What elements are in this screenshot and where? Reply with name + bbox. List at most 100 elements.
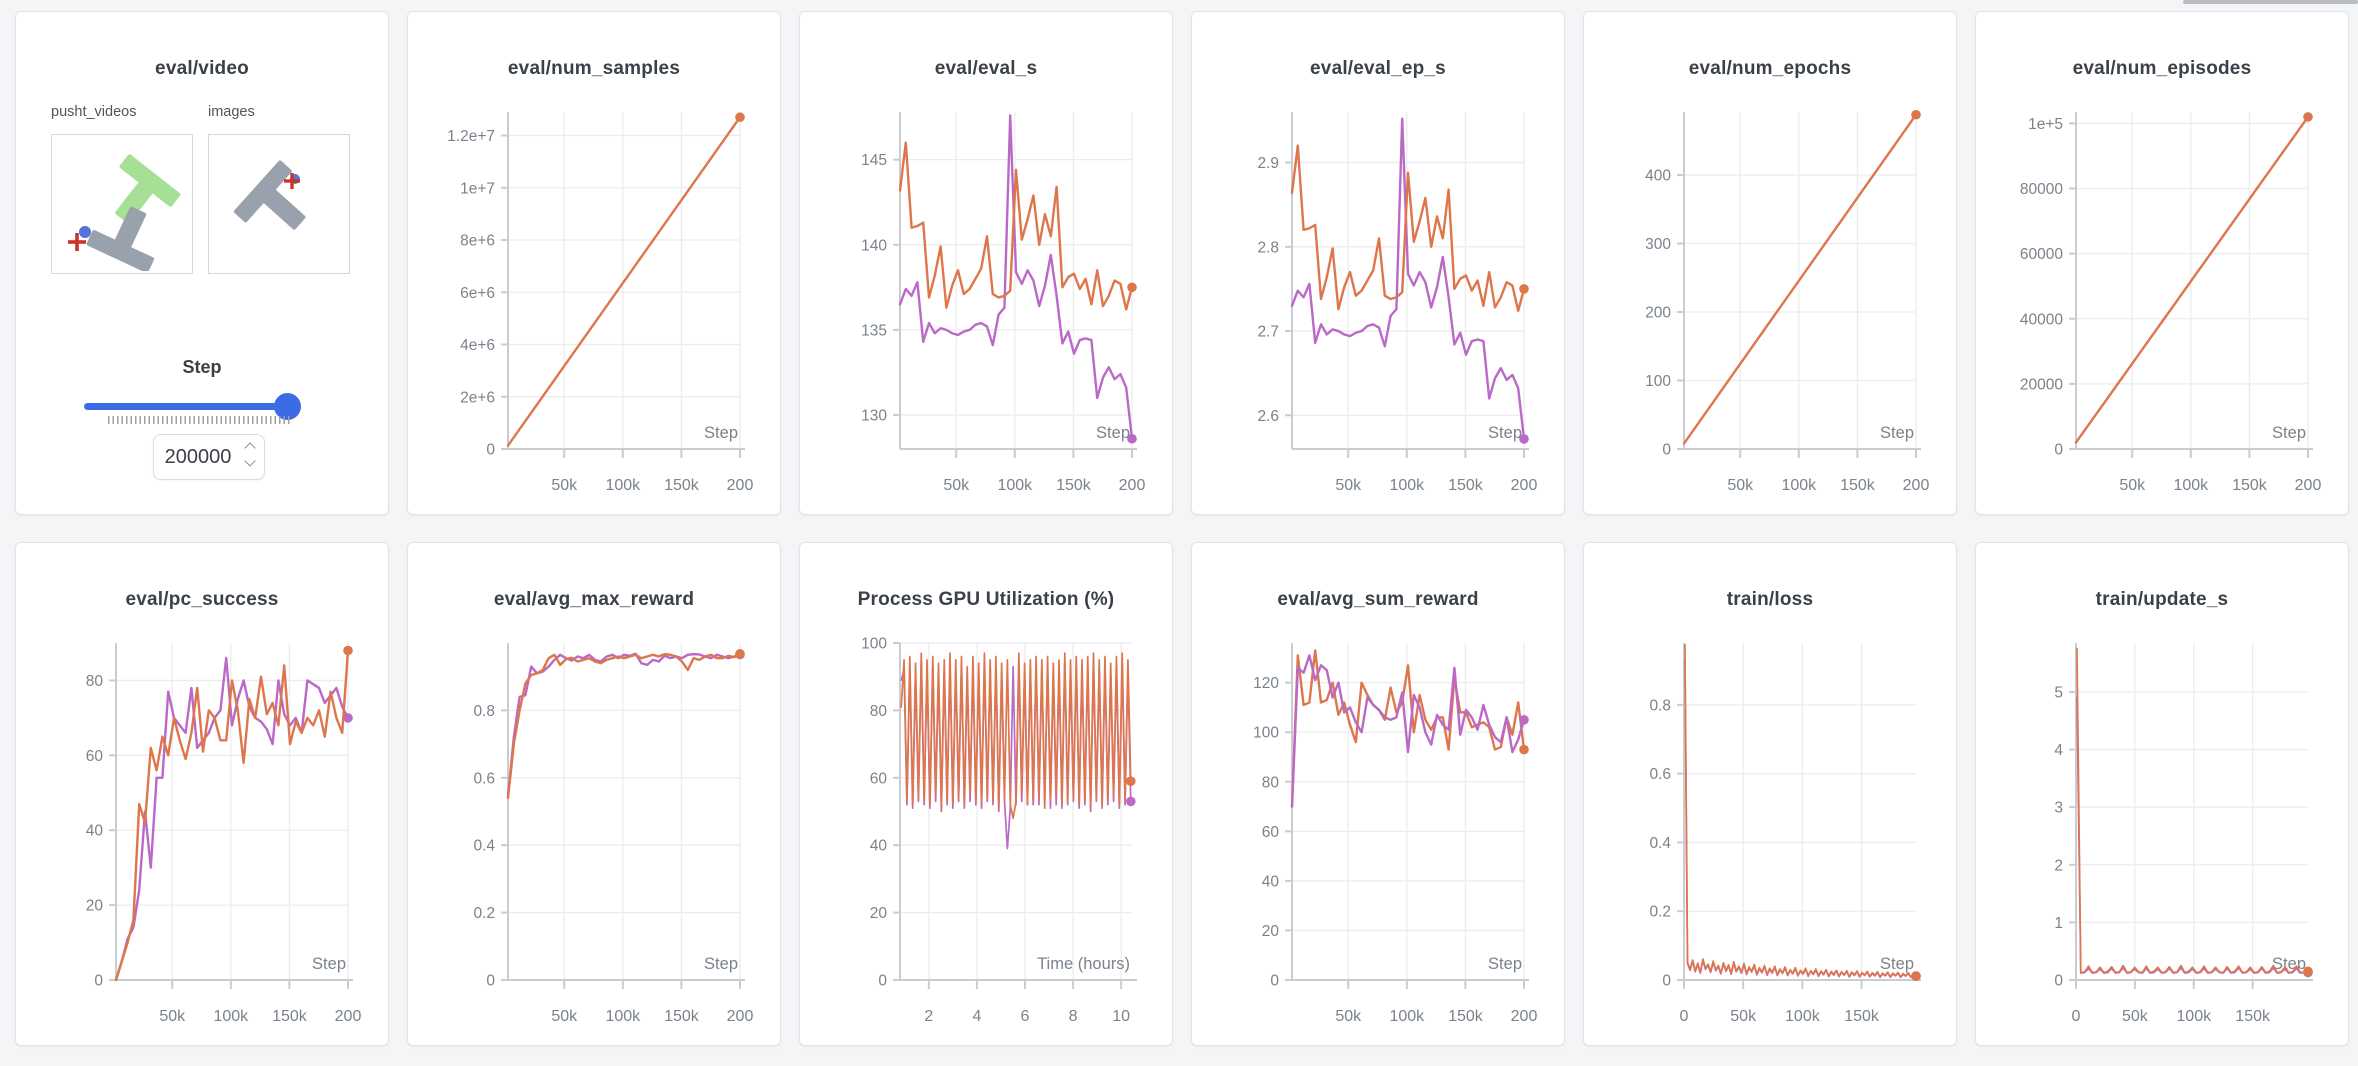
x-axis-label: Time (hours) <box>1037 955 1130 973</box>
panel-gpu-utilization: Process GPU Utilization (%) 0 20 40 60 80 100… <box>799 542 1173 1046</box>
y-tick-label: 40 <box>1262 873 1280 890</box>
chart-canvas[interactable]: 130 135 140 145 50k 100k 150k 200 Step <box>800 12 1174 516</box>
y-tick-label: 0.4 <box>473 838 495 855</box>
panel-eval-num-samples: eval/num_samples 0 2e+6 4e+6 6e+6 8e+6 1e+7 1.… <box>407 11 781 515</box>
x-axis-label: Step <box>1488 955 1522 973</box>
step-slider-label: Step <box>182 357 222 377</box>
series-end-dot-orange <box>1519 744 1529 755</box>
series-line-orange <box>506 116 742 447</box>
chart-canvas[interactable]: 0 0.2 0.4 0.6 0.8 0 50k 100k 150k Step <box>1584 543 1958 1047</box>
chart-title: eval/eval_s <box>934 58 1038 79</box>
panel-eval-avg-max-reward: eval/avg_max_reward 0 0.2 0.4 0.6 0.8 50k 100k… <box>407 542 781 1046</box>
chart-canvas[interactable]: 0 20 40 60 80 100 120 50k 100k 150k 200 Step <box>1192 543 1566 1047</box>
y-tick-label: 60 <box>1262 824 1280 841</box>
y-tick-label: 130 <box>861 407 887 424</box>
panel-title: eval/video <box>155 58 249 79</box>
y-tick-label: 200 <box>1645 305 1671 322</box>
increment-icon[interactable] <box>244 442 256 454</box>
y-tick-label: 0.2 <box>473 905 495 922</box>
x-tick-label: 100k <box>2176 1008 2212 1025</box>
chart-title: train/loss <box>1726 589 1814 610</box>
y-tick-label: 2.9 <box>1257 155 1279 172</box>
step-number-input[interactable]: 200000 <box>153 434 265 480</box>
y-tick-label: 2.8 <box>1257 239 1279 256</box>
y-tick-label: 400 <box>1645 168 1671 185</box>
panel-eval-video: eval/video pusht_videos images <box>15 11 389 515</box>
y-tick-label: 0 <box>2054 442 2063 459</box>
x-axis-label: Step <box>1880 955 1914 973</box>
x-axis-label: Step <box>2272 955 2306 973</box>
media-key-label: pusht_videos <box>51 104 137 120</box>
panel-eval-avg-sum-reward: eval/avg_sum_reward 0 20 40 60 80 100 120 50k 10… <box>1191 542 1565 1046</box>
x-tick-label: 4 <box>972 1008 981 1025</box>
video-thumbnail-pusht[interactable] <box>51 134 193 274</box>
x-tick-label: 6 <box>1021 1008 1030 1025</box>
panel-eval-eval-s: eval/eval_s 130 135 140 145 50k 100k 150k 200 St… <box>799 11 1173 515</box>
y-tick-label: 3 <box>2054 800 2063 817</box>
panel-train-loss: train/loss 0 0.2 0.4 0.6 0.8 0 50k 100k 150k Step <box>1583 542 1957 1046</box>
pusht-scene <box>233 160 306 230</box>
series-line-orange <box>506 652 742 800</box>
series-end-dot-purple <box>1125 796 1136 807</box>
decrement-icon[interactable] <box>244 455 256 467</box>
x-tick-label: 150k <box>1056 477 1092 494</box>
step-slider-thumb[interactable] <box>274 393 301 420</box>
x-tick-label: 100k <box>605 477 641 494</box>
y-tick-label: 20 <box>1262 923 1280 940</box>
x-axis-label: Step <box>1488 424 1522 442</box>
panel-eval-pc-success: eval/pc_success 0 20 40 60 80 50k 100k 150k 200 S… <box>15 542 389 1046</box>
scrollbar-handle[interactable] <box>2183 0 2358 4</box>
x-tick-label: 50k <box>551 1008 578 1025</box>
chart-title: eval/num_samples <box>507 58 681 79</box>
x-tick-label: 200 <box>335 1008 362 1025</box>
series-line-orange <box>2074 115 2310 444</box>
series-end-dot-purple <box>1127 433 1137 444</box>
gray-t-shape <box>233 160 306 230</box>
chart-title: eval/avg_sum_reward <box>1277 589 1479 610</box>
x-tick-label: 150k <box>2235 1008 2271 1025</box>
chart-canvas[interactable]: 0 2e+6 4e+6 6e+6 8e+6 1e+7 1.2e+7 50k 100k 150k 20… <box>408 12 782 516</box>
series-end-dot-purple <box>343 713 353 723</box>
step-value: 200000 <box>164 445 232 468</box>
y-tick-label: 0 <box>486 973 495 990</box>
x-tick-label: 50k <box>159 1008 186 1025</box>
chart-canvas[interactable]: 0 20 40 60 80 50k 100k 150k 200 Step <box>16 543 390 1047</box>
y-tick-label: 4e+6 <box>460 337 495 354</box>
y-tick-label: 40 <box>86 823 104 840</box>
y-tick-label: 300 <box>1645 236 1671 253</box>
x-tick-label: 200 <box>1511 477 1538 494</box>
x-tick-label: 50k <box>1727 477 1754 494</box>
chart-title: eval/pc_success <box>125 589 279 610</box>
x-tick-label: 200 <box>727 477 754 494</box>
y-tick-label: 2.7 <box>1257 324 1279 341</box>
x-tick-label: 0 <box>2072 1008 2081 1025</box>
chart-canvas[interactable]: 0 20000 40000 60000 80000 1e+5 50k 100k 150k 200 S… <box>1976 12 2350 516</box>
agent-dot <box>79 226 91 238</box>
y-tick-label: 0.2 <box>1649 904 1671 921</box>
step-slider-track[interactable] <box>84 403 292 410</box>
panel-eval-eval-ep-s: eval/eval_ep_s 2.6 2.7 2.8 2.9 50k 100k 150k 20… <box>1191 11 1565 515</box>
y-tick-label: 0 <box>1662 973 1671 990</box>
chart-canvas[interactable]: 0 100 200 300 400 50k 100k 150k 200 Step <box>1584 12 1958 516</box>
chart-canvas[interactable]: 0 1 2 3 4 5 0 50k 100k 150k Step <box>1976 543 2350 1047</box>
y-tick-label: 0 <box>486 442 495 459</box>
chart-canvas[interactable]: 0 0.2 0.4 0.6 0.8 50k 100k 150k 200 Step <box>408 543 782 1047</box>
y-tick-label: 40000 <box>2020 311 2063 328</box>
series-end-dot-orange <box>1911 971 1921 981</box>
chart-title: eval/avg_max_reward <box>493 589 695 610</box>
image-thumbnail[interactable] <box>208 134 350 274</box>
y-tick-label: 40 <box>870 838 888 855</box>
x-tick-label: 150k <box>272 1008 308 1025</box>
series-line-purple <box>898 114 1134 440</box>
series-end-dot-orange <box>1127 282 1137 293</box>
x-tick-label: 150k <box>1844 1008 1880 1025</box>
chart-title: eval/eval_ep_s <box>1310 58 1446 79</box>
series-line-purple <box>2076 696 2309 974</box>
chart-canvas[interactable]: 2.6 2.7 2.8 2.9 50k 100k 150k 200 Step <box>1192 12 1566 516</box>
gray-t-shape <box>86 206 155 273</box>
y-tick-label: 0.8 <box>1649 697 1671 714</box>
y-tick-label: 5 <box>2054 684 2063 701</box>
y-tick-label: 60 <box>870 770 888 787</box>
y-tick-label: 20000 <box>2020 376 2063 393</box>
chart-canvas[interactable]: 0 20 40 60 80 100 2 4 6 8 10 Time (hours) <box>800 543 1174 1047</box>
